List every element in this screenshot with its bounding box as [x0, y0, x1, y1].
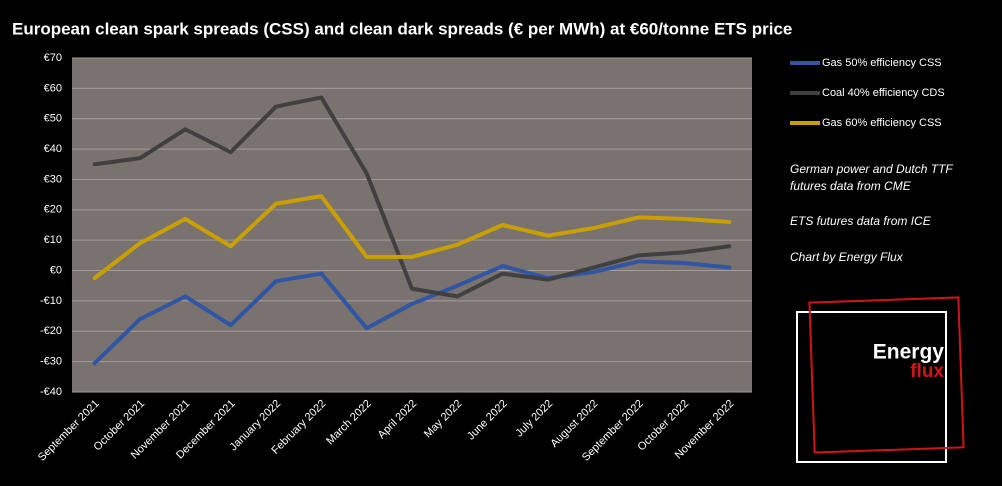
y-tick-label: -€40	[40, 386, 62, 398]
x-tick-label: September 2021	[36, 398, 102, 464]
legend-label: Gas 60% efficiency CSS	[822, 117, 942, 129]
y-tick-label: €30	[44, 173, 62, 185]
series-line	[92, 194, 732, 281]
chart-title: European clean spark spreads (CSS) and c…	[12, 19, 792, 38]
y-tick-label: -€30	[40, 356, 62, 368]
x-tick-label: March 2022	[324, 398, 374, 448]
y-tick-label: €40	[44, 143, 62, 155]
x-tick-label: June 2022	[465, 398, 510, 443]
series-line	[92, 95, 732, 299]
logo-frame	[796, 311, 947, 463]
y-tick-label: €50	[44, 113, 62, 125]
logo-text: flux	[910, 361, 944, 382]
legend-label: Gas 50% efficiency CSS	[822, 57, 942, 69]
annotation: futures data from CME	[790, 179, 912, 193]
y-tick-label: -€10	[40, 295, 62, 307]
legend-label: Coal 40% efficiency CDS	[822, 87, 945, 99]
logo-frame-red	[808, 296, 965, 454]
x-tick-label: May 2022	[422, 398, 465, 441]
annotation: Chart by Energy Flux	[790, 250, 904, 264]
y-tick-label: €70	[44, 52, 62, 64]
logo: Energy flux	[796, 296, 965, 463]
x-tick-label: April 2022	[376, 398, 420, 442]
annotation: ETS futures data from ICE	[790, 214, 932, 228]
y-tick-label: -€20	[40, 325, 62, 337]
plot-area	[72, 58, 752, 392]
y-tick-label: €0	[50, 264, 62, 276]
y-tick-label: €10	[44, 234, 62, 246]
annotation: German power and Dutch TTF	[790, 162, 953, 176]
y-tick-label: €60	[44, 82, 62, 94]
series-line	[92, 259, 732, 366]
logo-text: Energy	[873, 341, 945, 364]
y-tick-label: €20	[44, 204, 62, 216]
x-tick-label: July 2022	[513, 398, 555, 440]
